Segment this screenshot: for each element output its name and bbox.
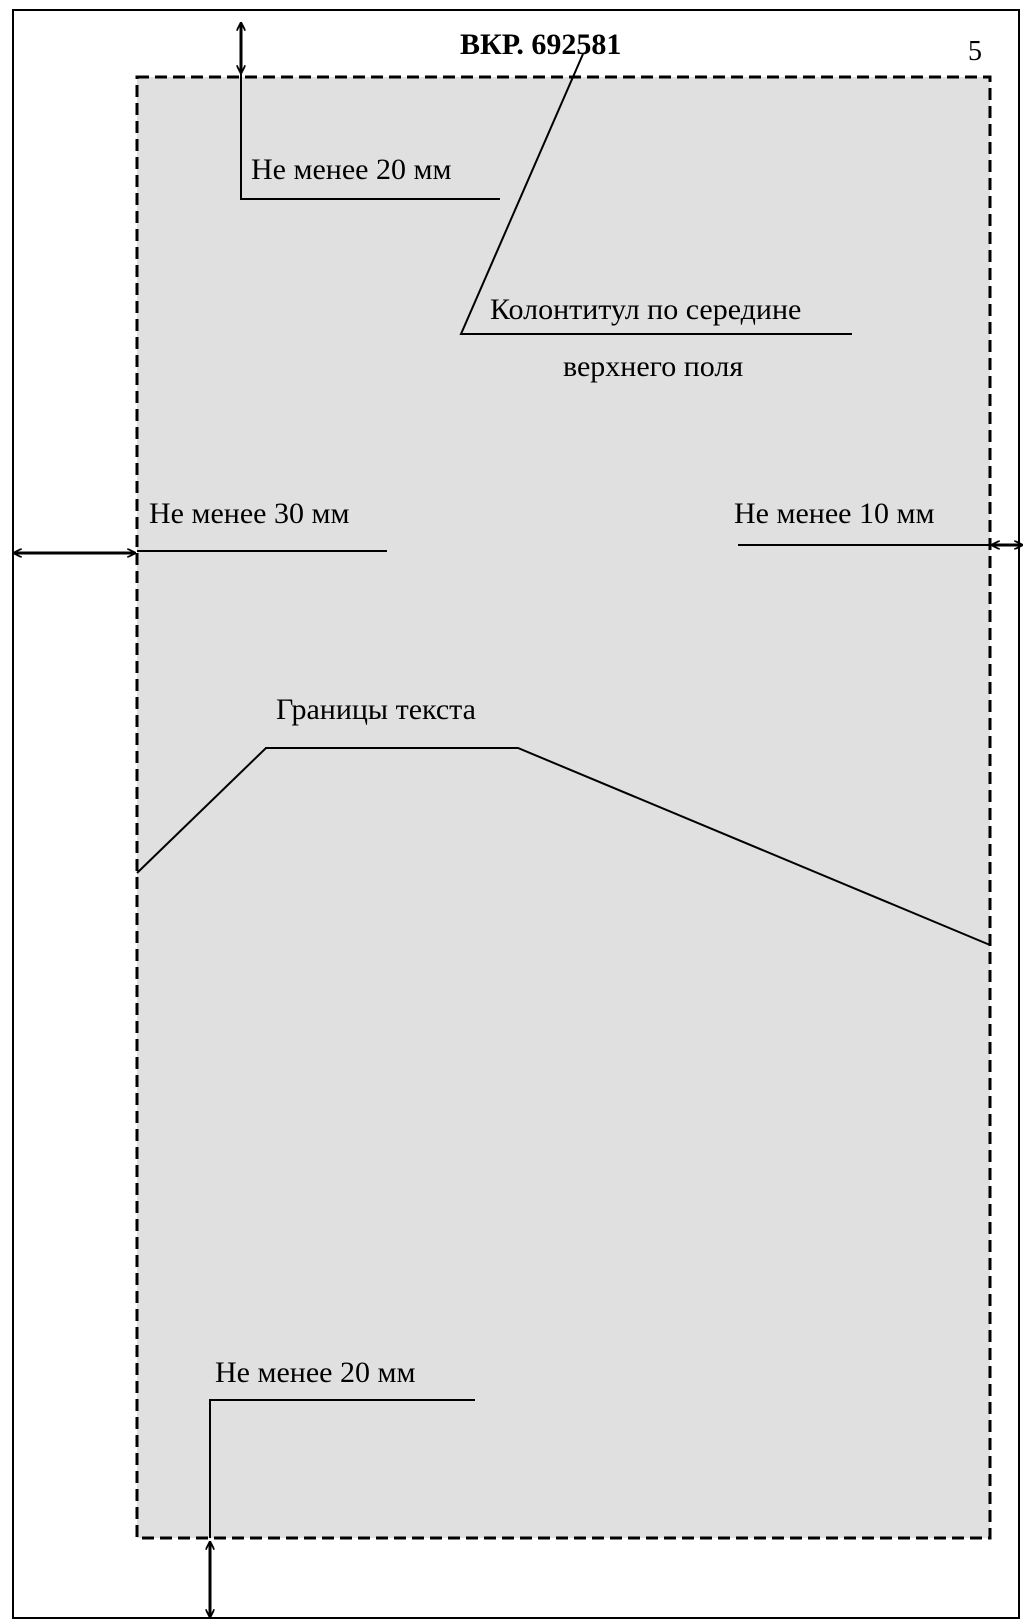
header-doc-code: ВКР. 692581 — [460, 28, 621, 61]
right-margin-label: Не менее 10 мм — [734, 497, 934, 530]
left-margin-label: Не менее 30 мм — [149, 497, 349, 530]
header-note-line2: верхнего поля — [563, 350, 743, 383]
page-number: 5 — [968, 36, 982, 67]
top-margin-leader — [240, 73, 500, 200]
text-bounds-label: Границы текста — [276, 693, 476, 726]
bottom-margin-leader — [209, 1399, 475, 1538]
top-margin-label: Не менее 20 мм — [251, 153, 451, 186]
text-bounds-leader — [136, 747, 991, 946]
header-note-leader — [459, 53, 852, 335]
bottom-margin-label: Не менее 20 мм — [215, 1356, 415, 1389]
text-area — [135, 75, 992, 1540]
header-note-line1: Колонтитул по середине — [490, 293, 801, 326]
